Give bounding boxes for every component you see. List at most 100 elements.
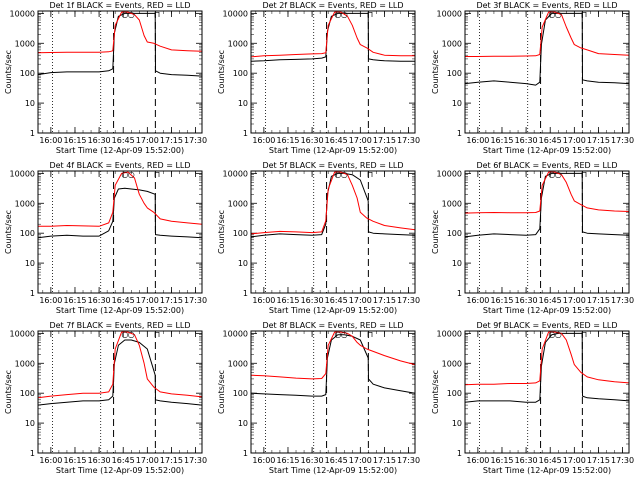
y-tick-label: 10000	[437, 169, 462, 178]
y-tick-label: 1	[243, 449, 248, 458]
x-tick-label: 17:00	[349, 296, 372, 305]
x-tick-label: 17:15	[587, 136, 610, 145]
x-tick-label: 16:00	[466, 296, 489, 305]
y-tick-label: 1	[30, 449, 35, 458]
panel-title: Det 6f BLACK = Events, RED = LLD	[476, 161, 617, 170]
annotation-marker: ○	[128, 10, 135, 19]
y-tick-label: 10000	[437, 9, 462, 18]
y-tick-label: 100	[233, 229, 248, 238]
y-tick-label: 1	[30, 289, 35, 298]
x-tick-label: 16:00	[466, 456, 489, 465]
x-tick-label: 16:15	[490, 456, 513, 465]
x-axis-label: Start Time (12-Apr-09 15:52:00)	[56, 466, 184, 475]
y-tick-label: 10	[238, 259, 248, 268]
annotation-marker: ○	[548, 330, 555, 339]
x-tick-label: 16:15	[63, 136, 86, 145]
y-tick-label: 100	[233, 389, 248, 398]
y-tick-label: 1	[457, 289, 462, 298]
x-tick-label: 16:30	[515, 456, 538, 465]
y-tick-label: 10	[238, 419, 248, 428]
y-axis-label: Counts/sec	[431, 370, 440, 414]
x-tick-label: 16:30	[515, 296, 538, 305]
panel-title: Det 1f BLACK = Events, RED = LLD	[49, 1, 190, 10]
y-tick-label: 1000	[228, 359, 248, 368]
y-tick-label: 1000	[442, 39, 462, 48]
x-tick-label: 16:45	[325, 456, 348, 465]
x-tick-label: 16:30	[88, 296, 111, 305]
y-tick-label: 1	[30, 129, 35, 138]
x-axis-label: Start Time (12-Apr-09 15:52:00)	[269, 466, 397, 475]
detector-panel: Det 9f BLACK = Events, RED = LLD Counts/s…	[431, 321, 634, 475]
lld-series-line	[38, 171, 203, 227]
x-tick-label: 16:15	[490, 136, 513, 145]
lld-series-line	[464, 171, 630, 214]
annotation-marker: ⊓	[154, 10, 160, 19]
y-tick-label: 10000	[223, 329, 248, 338]
y-tick-label: 10	[238, 99, 248, 108]
y-tick-label: 10000	[10, 9, 35, 18]
x-tick-label: 17:15	[587, 456, 610, 465]
y-tick-label: 100	[20, 69, 35, 78]
x-axis-label: Start Time (12-Apr-09 15:52:00)	[483, 306, 611, 315]
events-series-line	[37, 12, 203, 77]
y-tick-label: 100	[233, 69, 248, 78]
detector-panel: Det 7f BLACK = Events, RED = LLD Counts/s…	[4, 321, 207, 475]
annotation-marker: ⊓	[154, 170, 160, 179]
x-axis-label: Start Time (12-Apr-09 15:52:00)	[269, 306, 397, 315]
events-series-line	[37, 339, 203, 406]
x-tick-label: 16:30	[301, 456, 324, 465]
x-tick-label: 17:15	[160, 296, 183, 305]
x-tick-label: 17:15	[373, 456, 396, 465]
panel-title: Det 4f BLACK = Events, RED = LLD	[49, 161, 190, 170]
y-tick-label: 10	[25, 259, 35, 268]
x-tick-label: 17:15	[587, 296, 610, 305]
x-tick-label: 17:30	[611, 136, 634, 145]
panel-title: Det 2f BLACK = Events, RED = LLD	[262, 1, 403, 10]
x-tick-label: 16:15	[276, 136, 299, 145]
y-axis-label: Counts/sec	[4, 50, 13, 94]
detector-panel: Det 8f BLACK = Events, RED = LLD Counts/s…	[217, 321, 420, 475]
annotation-marker: ⊓	[367, 170, 373, 179]
y-tick-label: 10	[25, 99, 35, 108]
annotation-marker: ○	[341, 10, 348, 19]
y-tick-label: 1	[243, 289, 248, 298]
x-tick-label: 17:30	[397, 456, 420, 465]
x-tick-label: 17:15	[373, 136, 396, 145]
x-tick-label: 16:00	[39, 456, 62, 465]
y-tick-label: 100	[20, 389, 35, 398]
y-tick-label: 1000	[15, 39, 35, 48]
detector-panel: Det 1f BLACK = Events, RED = LLD Counts/s…	[4, 1, 207, 155]
y-axis-label: Counts/sec	[217, 50, 226, 94]
events-series-line	[37, 187, 203, 239]
x-tick-label: 16:15	[276, 456, 299, 465]
x-tick-label: 16:45	[112, 136, 135, 145]
plot-frame	[250, 10, 416, 134]
x-tick-label: 17:00	[563, 136, 586, 145]
x-tick-label: 16:30	[88, 456, 111, 465]
detector-panel: Det 2f BLACK = Events, RED = LLD Counts/s…	[217, 1, 420, 155]
x-tick-label: 16:00	[466, 136, 489, 145]
y-tick-label: 1000	[15, 199, 35, 208]
y-tick-label: 1	[457, 449, 462, 458]
annotation-marker: ○	[334, 170, 341, 179]
x-axis-label: Start Time (12-Apr-09 15:52:00)	[56, 146, 184, 155]
lld-series-line	[37, 11, 203, 54]
plot-frame	[37, 170, 203, 294]
annotation-marker: ○	[334, 10, 341, 19]
events-series-line	[250, 172, 416, 238]
events-series-line	[250, 12, 415, 62]
x-tick-label: 16:15	[63, 456, 86, 465]
y-tick-label: 10	[452, 419, 462, 428]
y-tick-label: 10000	[223, 9, 248, 18]
lld-series-line	[465, 11, 630, 57]
x-tick-label: 16:15	[276, 296, 299, 305]
events-series-line	[464, 12, 630, 86]
x-tick-label: 16:00	[252, 456, 275, 465]
x-axis-label: Start Time (12-Apr-09 15:52:00)	[483, 146, 611, 155]
plot-frame	[464, 330, 630, 454]
x-tick-label: 17:30	[397, 136, 420, 145]
x-tick-label: 16:45	[539, 296, 562, 305]
y-tick-label: 1000	[442, 359, 462, 368]
panel-title: Det 9f BLACK = Events, RED = LLD	[476, 321, 617, 330]
annotation-marker: ⊓	[367, 10, 373, 19]
